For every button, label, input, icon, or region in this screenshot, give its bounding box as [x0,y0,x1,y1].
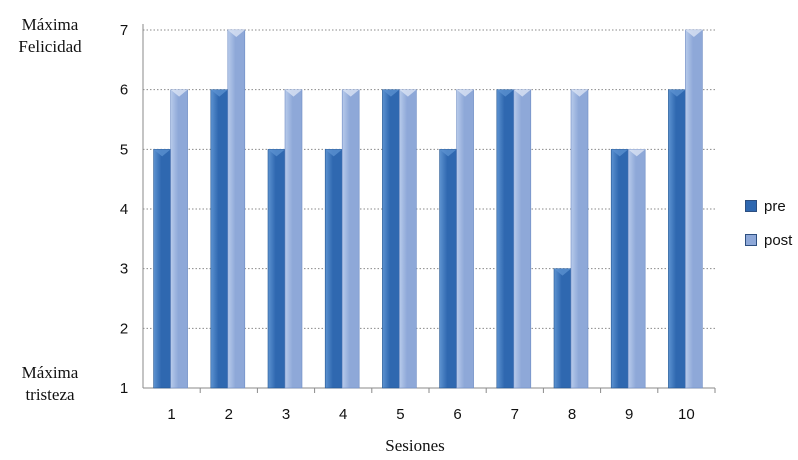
bar-post-9 [627,149,646,389]
y-tick-label: 6 [120,82,128,99]
legend-swatch-pre [745,200,757,212]
bar-cap-post-5 [399,89,417,97]
bar-cap-post-8 [571,89,588,97]
bar-pre-4 [324,149,343,389]
x-tick-label: 7 [511,406,519,423]
x-tick-label: 9 [625,406,633,423]
bar-cap-post-4 [342,89,360,97]
bar-chart: 1 2 3 4 5 6 7 1 2 3 4 5 6 7 8 9 10 [120,22,716,423]
bar-cap-post-7 [513,89,531,97]
bar-pre-8 [553,268,572,389]
bar-pre-7 [496,89,515,389]
x-axis-label: Sesiones [385,436,445,455]
bar-pre-6 [439,149,457,389]
legend: pre post [745,196,792,264]
bar-cap-pre-7 [496,89,514,97]
legend-swatch-post [745,234,757,246]
bar-pre-9 [610,149,629,389]
x-tick-label: 8 [568,406,576,423]
legend-item-pre: pre [745,196,792,216]
bar-cap-post-3 [285,89,302,97]
x-tick-label: 2 [225,406,233,423]
y-tick-label: 5 [120,141,128,158]
y-tick-label: 1 [120,380,128,397]
x-tick-label: 3 [282,406,290,423]
bar-pre-2 [210,89,229,389]
bar-cap-pre-5 [382,89,400,97]
bar-post-6 [456,89,474,389]
bar-post-2 [227,29,246,389]
legend-label-post: post [764,231,793,249]
y-tick-label: 3 [120,261,128,278]
bar-cap-pre-3 [268,149,285,157]
bar-post-1 [170,89,188,389]
bar-post-7 [513,89,532,389]
bar-post-3 [284,89,303,389]
top-scale-label: Máxima Felicidad [18,15,82,56]
x-tick-label: 10 [678,406,695,423]
bar-cap-post-6 [456,89,474,97]
bar-cap-pre-6 [439,149,457,157]
bar-cap-pre-10 [668,89,686,97]
bar-cap-pre-4 [325,149,343,157]
bar-post-5 [399,89,417,389]
x-tick-label: 6 [453,406,461,423]
bottom-scale-label: Máxima tristeza [21,363,79,404]
legend-label-pre: pre [764,197,786,215]
x-tick-label: 4 [339,406,347,423]
bar-post-4 [341,89,360,389]
bar-pre-10 [668,89,686,389]
bar-pre-1 [153,149,171,389]
bar-cap-post-10 [685,30,703,37]
bar-cap-pre-9 [611,149,629,157]
bar-post-10 [685,29,703,389]
bar-cap-pre-8 [554,268,571,276]
bar-post-8 [570,89,589,389]
y-tick-label: 4 [120,201,128,218]
bar-cap-post-1 [170,89,188,97]
x-tick-label: 1 [167,406,175,423]
bar-cap-pre-2 [210,89,228,97]
chart-frame: 1 2 3 4 5 6 7 1 2 3 4 5 6 7 8 9 10 [100,8,798,438]
x-tick-label: 5 [396,406,404,423]
y-tick-label: 2 [120,320,128,337]
bar-cap-post-9 [628,149,646,157]
bar-pre-3 [267,149,286,389]
bar-cap-post-2 [227,30,245,37]
bar-cap-pre-1 [153,149,171,157]
y-tick-label: 7 [120,22,128,39]
bar-pre-5 [382,89,400,389]
legend-item-post: post [745,230,792,250]
